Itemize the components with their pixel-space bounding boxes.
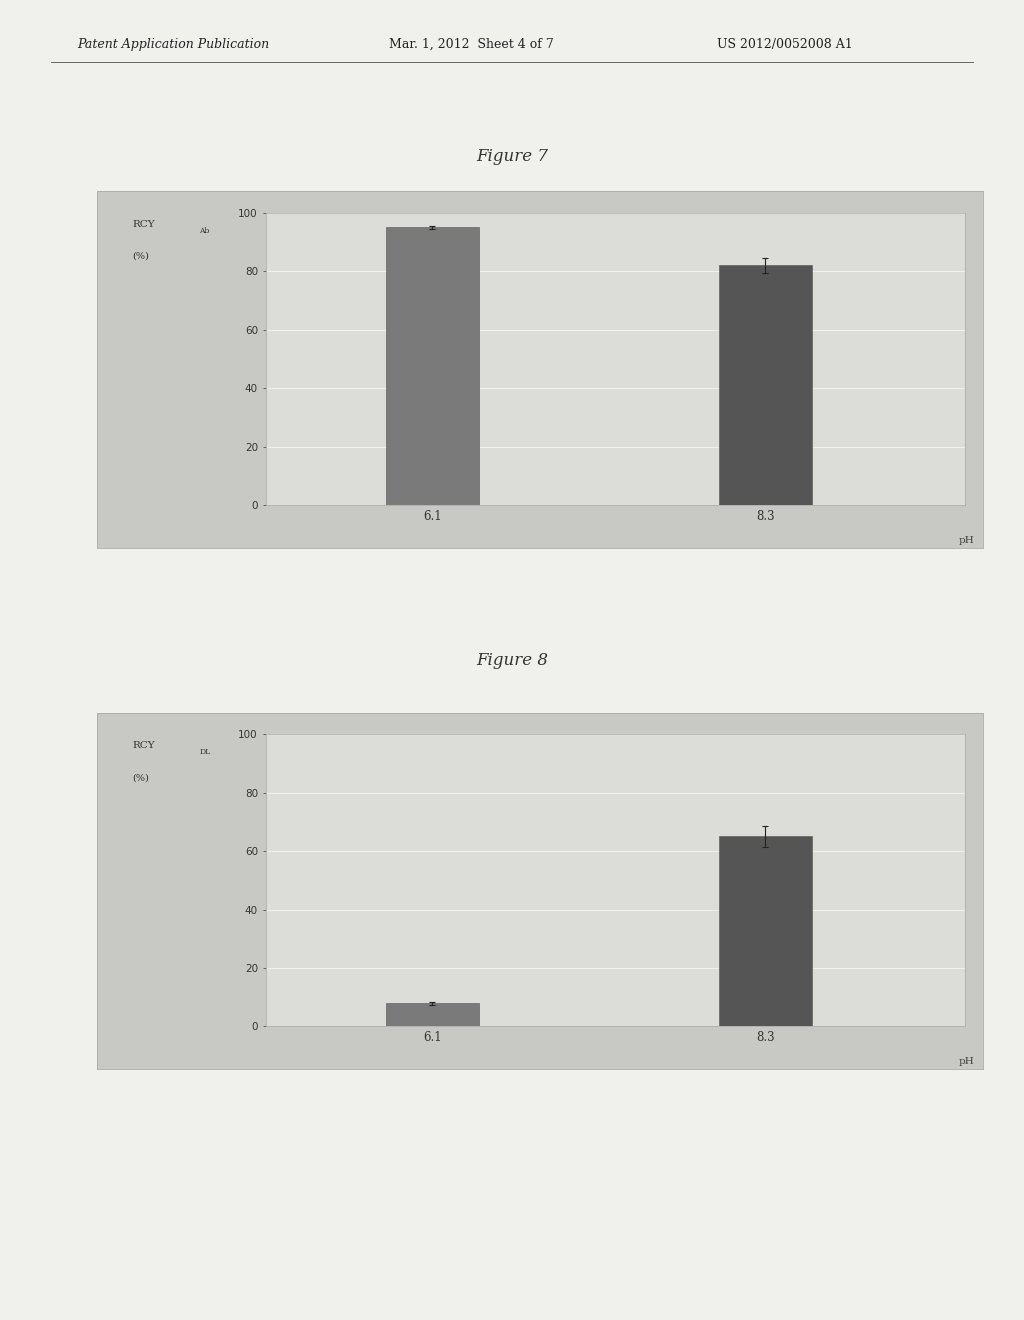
Text: pH: pH (958, 1057, 975, 1067)
Text: (%): (%) (133, 252, 150, 261)
Text: Figure 8: Figure 8 (476, 652, 548, 669)
Text: RCY: RCY (133, 220, 156, 228)
Text: Patent Application Publication: Patent Application Publication (77, 37, 269, 50)
Text: Ab: Ab (199, 227, 210, 235)
Text: pH: pH (958, 536, 975, 545)
Bar (385, 227, 479, 506)
Text: Mar. 1, 2012  Sheet 4 of 7: Mar. 1, 2012 Sheet 4 of 7 (389, 37, 554, 50)
Bar (719, 837, 812, 1027)
Text: DL: DL (199, 748, 210, 756)
Text: US 2012/0052008 A1: US 2012/0052008 A1 (717, 37, 853, 50)
Text: Figure 7: Figure 7 (476, 148, 548, 165)
Bar (719, 265, 812, 506)
Text: (%): (%) (133, 774, 150, 783)
Text: RCY: RCY (133, 742, 156, 750)
Bar (385, 1003, 479, 1027)
